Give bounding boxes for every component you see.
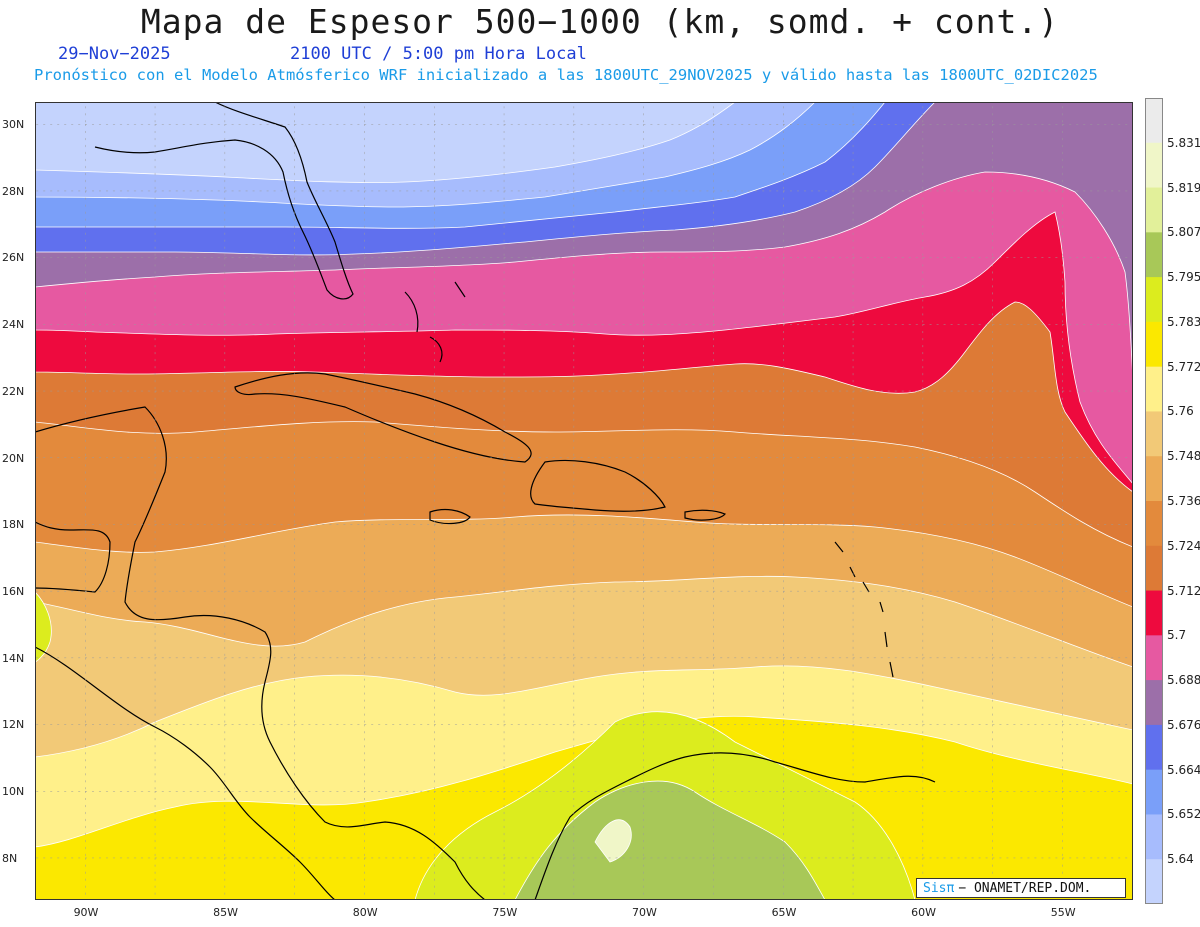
colorbar-label: 5.664 <box>1167 762 1200 777</box>
thickness-map <box>35 102 1133 900</box>
colorbar-label: 5.724 <box>1167 538 1200 553</box>
lon-label: 65W <box>771 906 797 919</box>
colorbar-label: 5.712 <box>1167 583 1200 598</box>
forecast-description: Pronóstico con el Modelo Atmósferico WRF… <box>34 66 1098 84</box>
colorbar-swatch <box>1145 769 1163 815</box>
lat-label: 14N <box>2 651 25 665</box>
lon-label: 85W <box>213 906 239 919</box>
lat-label: 8N <box>2 851 18 865</box>
lon-label: 90W <box>73 906 99 919</box>
colorbar-swatch <box>1145 814 1163 860</box>
lat-label: 22N <box>2 384 25 398</box>
lat-label: 24N <box>2 318 25 332</box>
colorbar-swatch <box>1145 411 1163 457</box>
colorbar-swatch <box>1145 680 1163 726</box>
map-title: Mapa de Espesor 500−1000 (km, somd. + co… <box>140 2 1060 41</box>
lat-label: 20N <box>2 451 25 465</box>
lon-label: 55W <box>1050 906 1076 919</box>
colorbar-swatch <box>1145 98 1163 144</box>
colorbar-swatch <box>1145 321 1163 368</box>
colorbar-swatch <box>1145 501 1163 547</box>
colorbar-swatch <box>1145 187 1163 233</box>
colorbar-frame <box>1145 98 1163 904</box>
colorbar-label: 5.736 <box>1167 494 1200 508</box>
colorbar-swatch <box>1145 859 1163 904</box>
time-label: 2100 UTC / 5:00 pm Hora Local <box>290 44 587 64</box>
lat-label: 16N <box>2 584 25 598</box>
colorbar-label: 5.831 <box>1167 135 1200 150</box>
sispi-logo: Sisπ <box>923 880 955 896</box>
colorbar-swatch <box>1145 456 1163 502</box>
colorbar-swatch <box>1145 366 1163 412</box>
colorbar-swatch <box>1145 724 1163 771</box>
lat-label: 18N <box>2 518 25 532</box>
colorbar-label: 5.76 <box>1167 404 1194 419</box>
lon-label: 80W <box>352 906 378 919</box>
lat-label: 28N <box>2 184 25 198</box>
colorbar-label: 5.7 <box>1167 628 1187 643</box>
lon-label: 70W <box>631 906 657 919</box>
colorbar-label: 5.783 <box>1167 314 1200 329</box>
colorbar-swatch <box>1145 635 1163 681</box>
colorbar-swatch <box>1145 277 1163 323</box>
lat-label: 26N <box>2 251 25 265</box>
colorbar-swatch <box>1145 142 1163 189</box>
colorbar-label: 5.772 <box>1167 359 1200 374</box>
colorbar-swatch <box>1145 545 1163 592</box>
colorbar-label: 5.688 <box>1167 673 1200 688</box>
colorbar-swatch <box>1145 590 1163 636</box>
lat-label: 30N <box>2 118 25 131</box>
colorbar-label: 5.807 <box>1167 225 1200 240</box>
lat-label: 10N <box>2 785 25 798</box>
lat-label: 12N <box>2 718 25 732</box>
colorbar-label: 5.819 <box>1167 180 1200 195</box>
colorbar <box>1145 98 1163 904</box>
colorbar-label: 5.748 <box>1167 449 1200 464</box>
colorbar-label: 5.64 <box>1167 852 1194 867</box>
credit-text: − ONAMET/REP.DOM. <box>958 880 1092 896</box>
colorbar-label: 5.795 <box>1167 270 1200 285</box>
lon-label: 60W <box>911 906 937 919</box>
lat-lon-grid <box>35 102 1133 900</box>
credit-box: Sisπ − ONAMET/REP.DOM. <box>916 878 1126 898</box>
colorbar-label: 5.652 <box>1167 807 1200 822</box>
lon-label: 75W <box>492 906 518 919</box>
map-frame <box>35 102 1133 900</box>
colorbar-label: 5.676 <box>1167 717 1200 732</box>
date-label: 29−Nov−2025 <box>58 44 171 64</box>
colorbar-swatch <box>1145 232 1163 278</box>
